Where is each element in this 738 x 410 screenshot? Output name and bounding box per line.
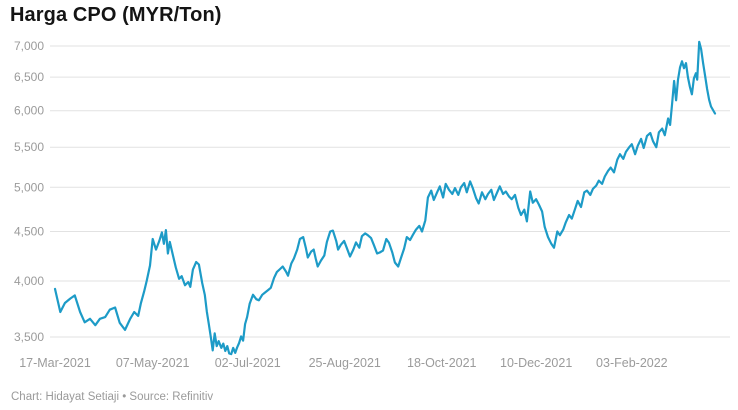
y-axis-tick-label: 4,000 bbox=[14, 274, 44, 288]
y-axis-tick-label: 4,500 bbox=[14, 224, 44, 238]
x-axis-tick-label: 18-Oct-2021 bbox=[407, 356, 477, 370]
x-axis-tick-label: 10-Dec-2021 bbox=[500, 356, 572, 370]
y-axis-tick-label: 6,000 bbox=[14, 104, 44, 118]
price-line-series bbox=[53, 40, 717, 356]
chart-attribution: Chart: Hidayat Setiaji • Source: Refinit… bbox=[11, 391, 214, 403]
chart-title: Harga CPO (MYR/Ton) bbox=[10, 4, 222, 26]
x-axis-tick-label: 03-Feb-2022 bbox=[596, 356, 668, 370]
y-axis-tick-label: 3,500 bbox=[14, 330, 44, 344]
y-axis-tick-label: 5,500 bbox=[14, 140, 44, 154]
y-axis-tick-label: 6,500 bbox=[14, 70, 44, 84]
x-axis-tick-label: 25-Aug-2021 bbox=[309, 356, 381, 370]
x-axis-tick-label: 17-Mar-2021 bbox=[19, 356, 91, 370]
x-axis-tick-label: 02-Jul-2021 bbox=[215, 356, 281, 370]
x-axis-tick-label: 07-May-2021 bbox=[116, 356, 190, 370]
y-axis-tick-label: 7,000 bbox=[14, 39, 44, 53]
y-axis-tick-label: 5,000 bbox=[14, 180, 44, 194]
